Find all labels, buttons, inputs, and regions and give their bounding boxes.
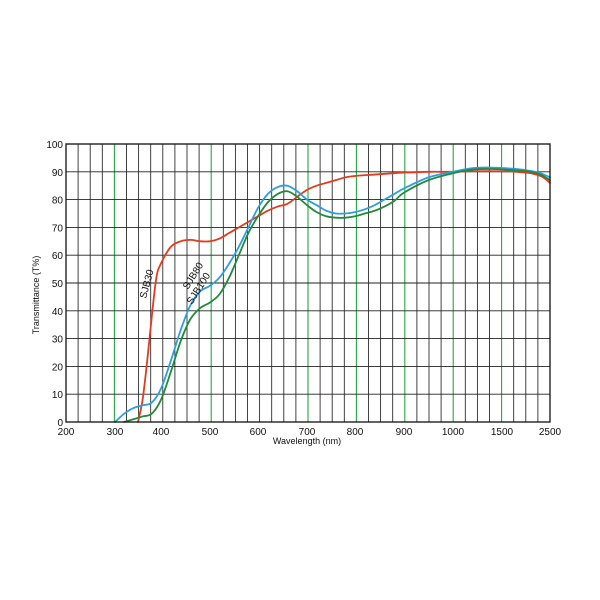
x-axis-label: Wavelength (nm) xyxy=(273,436,341,446)
series-layer xyxy=(114,166,551,423)
x-tick-label: 700 xyxy=(299,427,316,438)
x-tick-label: 500 xyxy=(202,427,219,438)
x-tick-label: 400 xyxy=(153,427,170,438)
grid-layer xyxy=(65,143,551,423)
series-line-sjb30 xyxy=(137,170,551,423)
y-tick-label: 60 xyxy=(52,251,64,262)
y-tick-label: 10 xyxy=(52,390,64,401)
y-tick-label: 90 xyxy=(52,168,64,179)
x-tick-label: 900 xyxy=(396,427,413,438)
axis-layer: 0 10 20 30 40 50 60 70 80 90 100 200 300 400 500 600 700… xyxy=(46,140,561,438)
y-axis-label: Transmittance (T%) xyxy=(31,256,41,335)
x-tick-label: 600 xyxy=(250,427,267,438)
plot-frame xyxy=(65,143,551,423)
y-tick-label: 40 xyxy=(52,307,64,318)
x-tick-label: 2500 xyxy=(539,427,562,438)
y-tick-label: 0 xyxy=(57,418,63,429)
y-tick-label: 80 xyxy=(52,196,64,207)
y-tick-label: 70 xyxy=(52,223,64,234)
y-tick-label: 100 xyxy=(46,140,63,151)
x-tick-label: 300 xyxy=(107,427,124,438)
x-tick-label: 800 xyxy=(347,427,364,438)
x-tick-label: 200 xyxy=(58,427,75,438)
y-tick-label: 50 xyxy=(52,279,64,290)
series-line-sjb100 xyxy=(123,168,551,423)
y-tick-label: 30 xyxy=(52,335,64,346)
x-tick-label: 1500 xyxy=(491,427,514,438)
series-line-sjb80 xyxy=(114,166,551,423)
y-tick-label: 20 xyxy=(52,362,64,373)
x-tick-label: 1000 xyxy=(442,427,465,438)
